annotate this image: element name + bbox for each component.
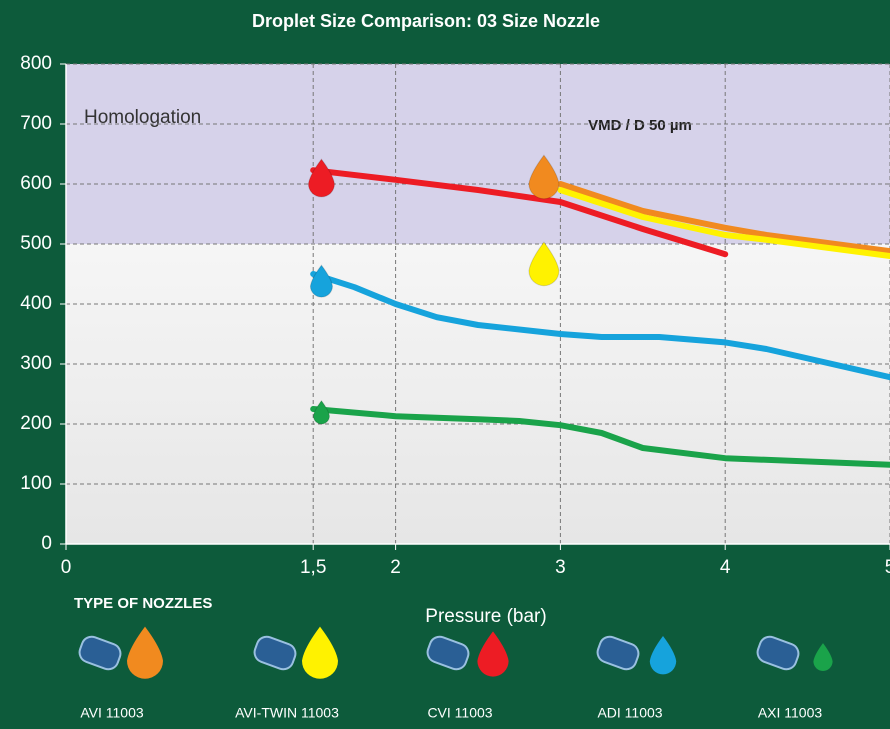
legend-title: TYPE OF NOZZLES xyxy=(74,595,212,612)
x-tick-label: 2 xyxy=(390,557,401,578)
legend-item: AXI 11003 xyxy=(755,634,833,721)
y-tick-label: 300 xyxy=(20,353,52,374)
chart-title: Droplet Size Comparison: 03 Size Nozzle xyxy=(252,11,600,31)
band-label: Homologation xyxy=(84,107,201,128)
x-tick-label: 0 xyxy=(61,557,72,578)
legend-label: ADI 11003 xyxy=(597,705,662,721)
nozzle-icon xyxy=(77,634,123,672)
y-tick-label: 100 xyxy=(20,473,52,494)
legend-item: AVI 11003 xyxy=(77,627,163,721)
annotation: VMD / D 50 µm xyxy=(588,117,692,134)
x-tick-label: 5 xyxy=(885,557,890,578)
nozzle-icon xyxy=(595,634,641,672)
legend-droplet xyxy=(302,627,338,679)
x-tick-label: 4 xyxy=(720,557,731,578)
legend-label: AVI 11003 xyxy=(80,705,144,721)
legend-item: ADI 11003 xyxy=(595,634,676,721)
y-tick-label: 0 xyxy=(41,533,52,554)
y-tick-label: 700 xyxy=(20,113,52,134)
legend-droplet xyxy=(127,627,163,679)
x-tick-label: 1,5 xyxy=(300,557,326,578)
x-tick-label: 3 xyxy=(555,557,566,578)
y-tick-label: 600 xyxy=(20,173,52,194)
y-tick-label: 800 xyxy=(20,53,52,74)
legend-item: AVI-TWIN 11003 xyxy=(235,627,339,721)
y-tick-label: 200 xyxy=(20,413,52,434)
homologation-band xyxy=(66,64,890,244)
chart: Droplet Size Comparison: 03 Size Nozzle … xyxy=(0,0,890,724)
legend-label: AVI-TWIN 11003 xyxy=(235,705,339,721)
x-axis-label: Pressure (bar) xyxy=(425,606,546,627)
legend-label: AXI 11003 xyxy=(758,705,823,721)
nozzle-icon xyxy=(755,634,801,672)
legend-label: CVI 11003 xyxy=(427,705,492,721)
y-tick-label: 400 xyxy=(20,293,52,314)
legend-item: CVI 11003 xyxy=(425,631,509,720)
legend-droplet xyxy=(477,631,508,676)
nozzle-icon xyxy=(425,634,471,672)
legend-droplet xyxy=(813,643,832,671)
nozzle-icon xyxy=(252,634,298,672)
legend-droplet xyxy=(650,636,676,674)
y-tick-label: 500 xyxy=(20,233,52,254)
